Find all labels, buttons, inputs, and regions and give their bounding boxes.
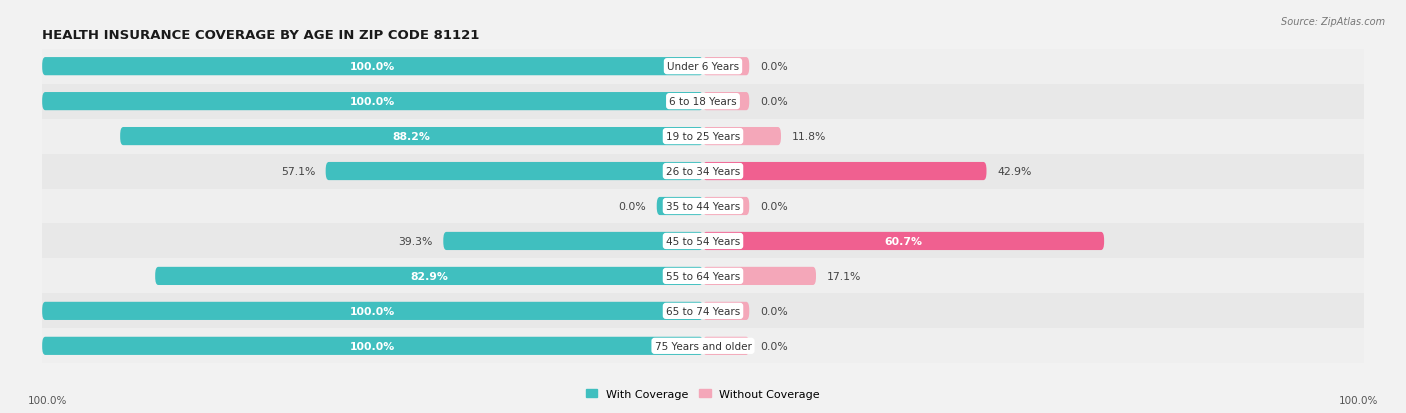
Bar bbox=[42, 294, 1364, 329]
FancyBboxPatch shape bbox=[42, 337, 703, 355]
Text: 0.0%: 0.0% bbox=[759, 97, 787, 107]
Text: 100.0%: 100.0% bbox=[28, 395, 67, 405]
FancyBboxPatch shape bbox=[443, 232, 703, 250]
Text: 0.0%: 0.0% bbox=[759, 202, 787, 211]
Text: 55 to 64 Years: 55 to 64 Years bbox=[666, 271, 740, 281]
FancyBboxPatch shape bbox=[42, 93, 703, 111]
Text: Under 6 Years: Under 6 Years bbox=[666, 62, 740, 72]
FancyBboxPatch shape bbox=[703, 267, 815, 285]
Text: 11.8%: 11.8% bbox=[792, 132, 825, 142]
Text: 0.0%: 0.0% bbox=[759, 341, 787, 351]
FancyBboxPatch shape bbox=[703, 58, 749, 76]
Bar bbox=[42, 84, 1364, 119]
Text: 42.9%: 42.9% bbox=[997, 166, 1032, 177]
Text: 100.0%: 100.0% bbox=[1339, 395, 1378, 405]
Text: HEALTH INSURANCE COVERAGE BY AGE IN ZIP CODE 81121: HEALTH INSURANCE COVERAGE BY AGE IN ZIP … bbox=[42, 28, 479, 41]
Text: 100.0%: 100.0% bbox=[350, 62, 395, 72]
Text: 57.1%: 57.1% bbox=[281, 166, 315, 177]
Text: 6 to 18 Years: 6 to 18 Years bbox=[669, 97, 737, 107]
Text: 88.2%: 88.2% bbox=[392, 132, 430, 142]
Bar bbox=[42, 329, 1364, 363]
Bar bbox=[42, 259, 1364, 294]
FancyBboxPatch shape bbox=[703, 93, 749, 111]
FancyBboxPatch shape bbox=[155, 267, 703, 285]
Text: 75 Years and older: 75 Years and older bbox=[655, 341, 751, 351]
FancyBboxPatch shape bbox=[703, 337, 749, 355]
Text: 35 to 44 Years: 35 to 44 Years bbox=[666, 202, 740, 211]
Bar bbox=[42, 189, 1364, 224]
Legend: With Coverage, Without Coverage: With Coverage, Without Coverage bbox=[586, 389, 820, 399]
FancyBboxPatch shape bbox=[657, 197, 703, 216]
Bar bbox=[42, 154, 1364, 189]
Bar bbox=[42, 224, 1364, 259]
FancyBboxPatch shape bbox=[703, 163, 987, 181]
Text: 19 to 25 Years: 19 to 25 Years bbox=[666, 132, 740, 142]
Text: 0.0%: 0.0% bbox=[759, 306, 787, 316]
Text: 100.0%: 100.0% bbox=[350, 341, 395, 351]
Text: 0.0%: 0.0% bbox=[759, 62, 787, 72]
FancyBboxPatch shape bbox=[703, 128, 780, 146]
FancyBboxPatch shape bbox=[42, 58, 703, 76]
Text: 0.0%: 0.0% bbox=[619, 202, 647, 211]
Text: 100.0%: 100.0% bbox=[350, 97, 395, 107]
Text: 60.7%: 60.7% bbox=[884, 236, 922, 247]
FancyBboxPatch shape bbox=[120, 128, 703, 146]
FancyBboxPatch shape bbox=[42, 302, 703, 320]
Text: Source: ZipAtlas.com: Source: ZipAtlas.com bbox=[1281, 17, 1385, 26]
Text: 82.9%: 82.9% bbox=[411, 271, 449, 281]
FancyBboxPatch shape bbox=[703, 232, 1104, 250]
Bar bbox=[42, 119, 1364, 154]
Text: 39.3%: 39.3% bbox=[398, 236, 433, 247]
Bar bbox=[42, 50, 1364, 84]
Text: 65 to 74 Years: 65 to 74 Years bbox=[666, 306, 740, 316]
FancyBboxPatch shape bbox=[703, 302, 749, 320]
Text: 17.1%: 17.1% bbox=[827, 271, 860, 281]
Text: 100.0%: 100.0% bbox=[350, 306, 395, 316]
FancyBboxPatch shape bbox=[703, 197, 749, 216]
Text: 26 to 34 Years: 26 to 34 Years bbox=[666, 166, 740, 177]
Text: 45 to 54 Years: 45 to 54 Years bbox=[666, 236, 740, 247]
FancyBboxPatch shape bbox=[326, 163, 703, 181]
